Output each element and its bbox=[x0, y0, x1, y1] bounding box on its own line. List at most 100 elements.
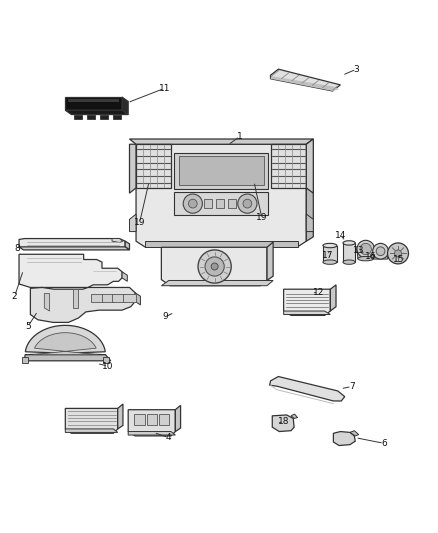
Polygon shape bbox=[19, 247, 130, 250]
Polygon shape bbox=[284, 289, 330, 316]
Text: 9: 9 bbox=[163, 312, 169, 321]
Circle shape bbox=[188, 199, 197, 208]
Polygon shape bbox=[118, 404, 123, 429]
Polygon shape bbox=[73, 289, 78, 309]
Polygon shape bbox=[271, 69, 340, 91]
Text: 6: 6 bbox=[381, 439, 387, 448]
Polygon shape bbox=[306, 139, 313, 241]
Polygon shape bbox=[21, 357, 28, 362]
Polygon shape bbox=[204, 199, 212, 208]
Polygon shape bbox=[25, 325, 106, 354]
Polygon shape bbox=[228, 199, 237, 208]
Polygon shape bbox=[135, 293, 141, 305]
Polygon shape bbox=[113, 294, 125, 302]
Polygon shape bbox=[122, 97, 128, 115]
Text: 19: 19 bbox=[134, 219, 145, 228]
Text: 3: 3 bbox=[353, 64, 360, 74]
Circle shape bbox=[395, 250, 402, 257]
Circle shape bbox=[205, 257, 224, 276]
Circle shape bbox=[376, 247, 385, 256]
Text: 8: 8 bbox=[14, 244, 20, 253]
Ellipse shape bbox=[358, 256, 374, 261]
Polygon shape bbox=[136, 144, 171, 188]
Polygon shape bbox=[330, 285, 336, 311]
Polygon shape bbox=[65, 408, 118, 433]
Polygon shape bbox=[44, 294, 49, 311]
Polygon shape bbox=[373, 251, 389, 259]
Text: 11: 11 bbox=[159, 84, 170, 93]
Polygon shape bbox=[124, 294, 136, 302]
Text: 5: 5 bbox=[25, 322, 31, 331]
Polygon shape bbox=[65, 97, 122, 110]
Polygon shape bbox=[271, 76, 339, 91]
Text: 19: 19 bbox=[256, 213, 268, 222]
Polygon shape bbox=[91, 294, 103, 302]
Polygon shape bbox=[130, 214, 136, 231]
Text: 12: 12 bbox=[313, 288, 324, 297]
Circle shape bbox=[238, 194, 257, 213]
Polygon shape bbox=[68, 99, 119, 102]
Polygon shape bbox=[175, 405, 180, 432]
Polygon shape bbox=[103, 357, 109, 362]
Circle shape bbox=[243, 199, 252, 208]
Polygon shape bbox=[272, 415, 294, 432]
Polygon shape bbox=[267, 242, 273, 280]
Circle shape bbox=[373, 244, 389, 259]
Polygon shape bbox=[130, 144, 136, 193]
Polygon shape bbox=[333, 432, 355, 446]
Polygon shape bbox=[128, 432, 175, 435]
Ellipse shape bbox=[323, 244, 337, 248]
Text: 1: 1 bbox=[237, 132, 243, 141]
Text: 18: 18 bbox=[278, 417, 290, 426]
Circle shape bbox=[388, 243, 409, 264]
Text: 7: 7 bbox=[349, 382, 355, 391]
Polygon shape bbox=[19, 239, 125, 249]
Polygon shape bbox=[113, 115, 121, 119]
Polygon shape bbox=[128, 410, 175, 436]
Polygon shape bbox=[65, 110, 128, 115]
Polygon shape bbox=[122, 272, 127, 281]
Polygon shape bbox=[33, 333, 98, 354]
Ellipse shape bbox=[343, 260, 355, 264]
Polygon shape bbox=[19, 254, 122, 287]
Circle shape bbox=[183, 194, 202, 213]
Polygon shape bbox=[174, 192, 268, 215]
Text: 13: 13 bbox=[353, 246, 364, 255]
Text: 4: 4 bbox=[166, 433, 172, 442]
Circle shape bbox=[357, 240, 374, 258]
Polygon shape bbox=[284, 311, 330, 314]
Polygon shape bbox=[102, 294, 114, 302]
Polygon shape bbox=[30, 287, 135, 322]
Polygon shape bbox=[125, 241, 130, 250]
Polygon shape bbox=[272, 144, 306, 188]
Polygon shape bbox=[216, 199, 224, 208]
Polygon shape bbox=[350, 431, 359, 436]
Polygon shape bbox=[323, 246, 337, 262]
Polygon shape bbox=[343, 243, 355, 262]
Text: 2: 2 bbox=[12, 292, 18, 301]
Polygon shape bbox=[357, 249, 374, 259]
Circle shape bbox=[211, 263, 218, 270]
Polygon shape bbox=[147, 414, 157, 425]
Ellipse shape bbox=[343, 241, 355, 245]
Circle shape bbox=[360, 244, 371, 255]
Polygon shape bbox=[136, 144, 306, 247]
Polygon shape bbox=[130, 139, 313, 144]
Ellipse shape bbox=[323, 260, 337, 264]
Polygon shape bbox=[159, 414, 169, 425]
Polygon shape bbox=[74, 115, 82, 119]
Polygon shape bbox=[134, 414, 145, 425]
Polygon shape bbox=[161, 280, 273, 286]
Polygon shape bbox=[161, 247, 267, 286]
Text: 15: 15 bbox=[393, 255, 405, 264]
Circle shape bbox=[198, 250, 231, 283]
Polygon shape bbox=[145, 241, 297, 247]
Text: 14: 14 bbox=[335, 231, 346, 239]
Polygon shape bbox=[87, 115, 95, 119]
Polygon shape bbox=[65, 429, 118, 432]
Polygon shape bbox=[306, 139, 313, 193]
Polygon shape bbox=[291, 414, 297, 418]
Polygon shape bbox=[270, 376, 345, 401]
Polygon shape bbox=[179, 157, 264, 185]
Polygon shape bbox=[24, 354, 111, 361]
